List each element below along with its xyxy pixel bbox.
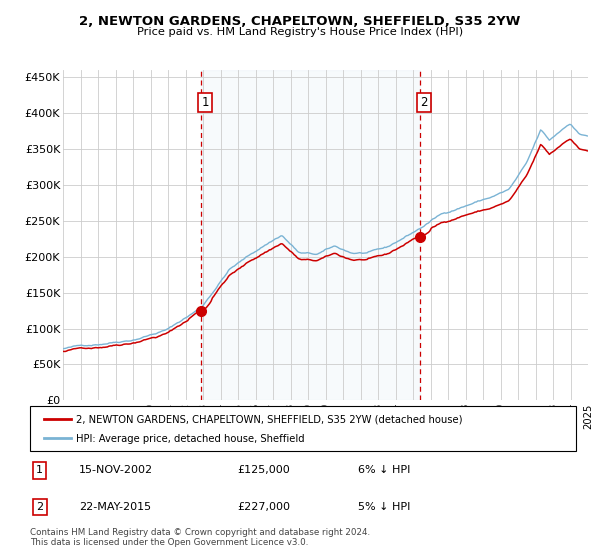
Text: 2: 2 — [420, 96, 428, 109]
Text: HPI: Average price, detached house, Sheffield: HPI: Average price, detached house, Shef… — [76, 434, 305, 444]
Text: 22-MAY-2015: 22-MAY-2015 — [79, 502, 151, 512]
Text: £125,000: £125,000 — [238, 465, 290, 475]
Text: 15-NOV-2002: 15-NOV-2002 — [79, 465, 153, 475]
Text: Contains HM Land Registry data © Crown copyright and database right 2024.
This d: Contains HM Land Registry data © Crown c… — [30, 528, 370, 547]
Text: 2, NEWTON GARDENS, CHAPELTOWN, SHEFFIELD, S35 2YW (detached house): 2, NEWTON GARDENS, CHAPELTOWN, SHEFFIELD… — [76, 414, 463, 424]
Text: 6% ↓ HPI: 6% ↓ HPI — [358, 465, 410, 475]
Bar — [201, 70, 419, 400]
Text: 1: 1 — [37, 465, 43, 475]
Text: 1: 1 — [202, 96, 209, 109]
Text: Price paid vs. HM Land Registry's House Price Index (HPI): Price paid vs. HM Land Registry's House … — [137, 27, 463, 38]
Text: 2, NEWTON GARDENS, CHAPELTOWN, SHEFFIELD, S35 2YW: 2, NEWTON GARDENS, CHAPELTOWN, SHEFFIELD… — [79, 15, 521, 28]
Text: £227,000: £227,000 — [238, 502, 290, 512]
Text: 5% ↓ HPI: 5% ↓ HPI — [358, 502, 410, 512]
Text: 2: 2 — [36, 502, 43, 512]
